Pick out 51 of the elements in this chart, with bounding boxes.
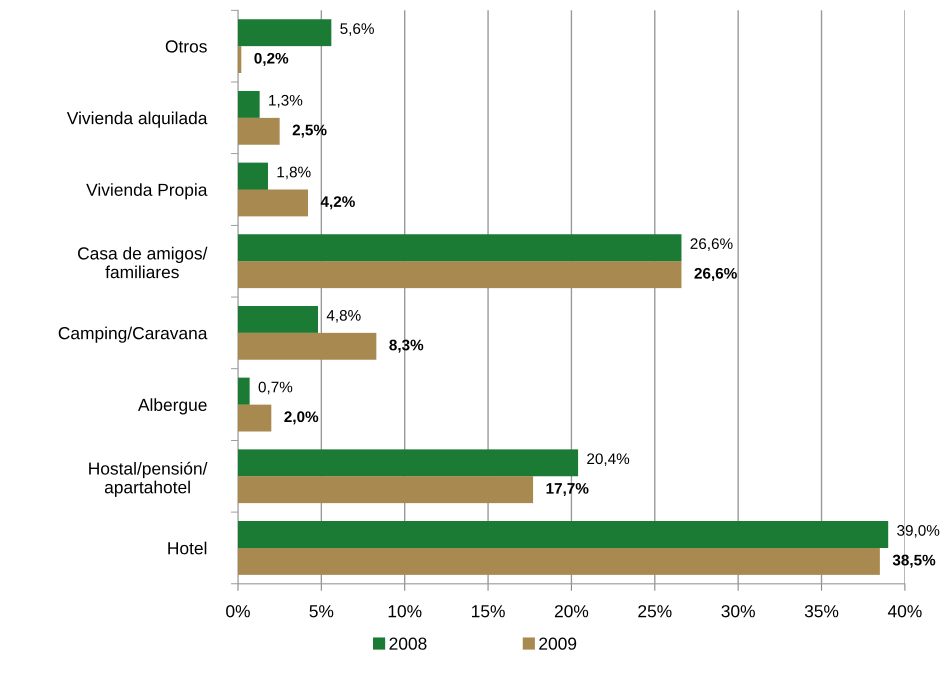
y-tick-label: Albergue xyxy=(138,398,207,414)
bar xyxy=(238,548,880,575)
legend-label: 2008 xyxy=(390,638,427,650)
bar xyxy=(238,404,272,432)
x-tick-label: 35% xyxy=(804,605,838,618)
bar xyxy=(238,19,332,46)
bar xyxy=(238,118,280,145)
data-label: 26,6% xyxy=(690,238,733,251)
bar xyxy=(238,90,260,118)
y-tick-label: Otros xyxy=(166,40,207,53)
legend-label: 2009 xyxy=(539,638,576,650)
bar xyxy=(238,332,376,360)
y-tick-label: Hotel xyxy=(168,542,206,554)
data-label: 0,7% xyxy=(258,382,292,394)
data-label: 1,8% xyxy=(277,166,311,180)
bar xyxy=(238,449,578,476)
data-label: 0,2% xyxy=(254,52,288,66)
data-label: 5,6% xyxy=(340,23,374,36)
data-label: 26,6% xyxy=(694,268,737,281)
bar xyxy=(238,261,682,288)
x-tick-label: 20% xyxy=(554,605,588,618)
bar xyxy=(238,190,308,216)
x-tick-label: 5% xyxy=(309,605,334,618)
y-tick-label: Vivienda Propia xyxy=(86,183,208,200)
data-label: 4,2% xyxy=(320,196,355,210)
bar xyxy=(238,234,682,262)
data-label: 1,3% xyxy=(269,94,302,108)
x-tick-label: 0% xyxy=(226,605,250,618)
y-tick-label: Camping/Caravana xyxy=(58,326,208,343)
data-label: 2,5% xyxy=(292,124,327,138)
y-tick-label: Vivienda alquilada xyxy=(66,112,208,128)
x-tick-label: 40% xyxy=(888,605,922,618)
data-label: 38,5% xyxy=(892,554,936,568)
bar xyxy=(238,476,534,504)
data-label: 8,3% xyxy=(389,340,424,353)
data-label: 4,8% xyxy=(326,310,361,323)
x-tick-label: 25% xyxy=(638,605,672,618)
data-label: 2,0% xyxy=(284,411,318,424)
bar xyxy=(238,521,888,548)
bar xyxy=(238,162,268,190)
x-tick-label: 10% xyxy=(388,605,422,618)
data-label: 39,0% xyxy=(897,525,940,538)
bar xyxy=(238,46,242,74)
y-tick-label: Casa de amigos/ familiares xyxy=(78,246,208,278)
data-label: 20,4% xyxy=(587,453,630,466)
bar xyxy=(238,378,250,405)
bar xyxy=(238,306,318,333)
data-label: 17,7% xyxy=(546,483,588,496)
x-tick-label: 30% xyxy=(721,605,755,618)
y-tick-label: Hostal/pensión/ apartahotel xyxy=(89,462,208,497)
x-tick-label: 15% xyxy=(472,605,505,618)
